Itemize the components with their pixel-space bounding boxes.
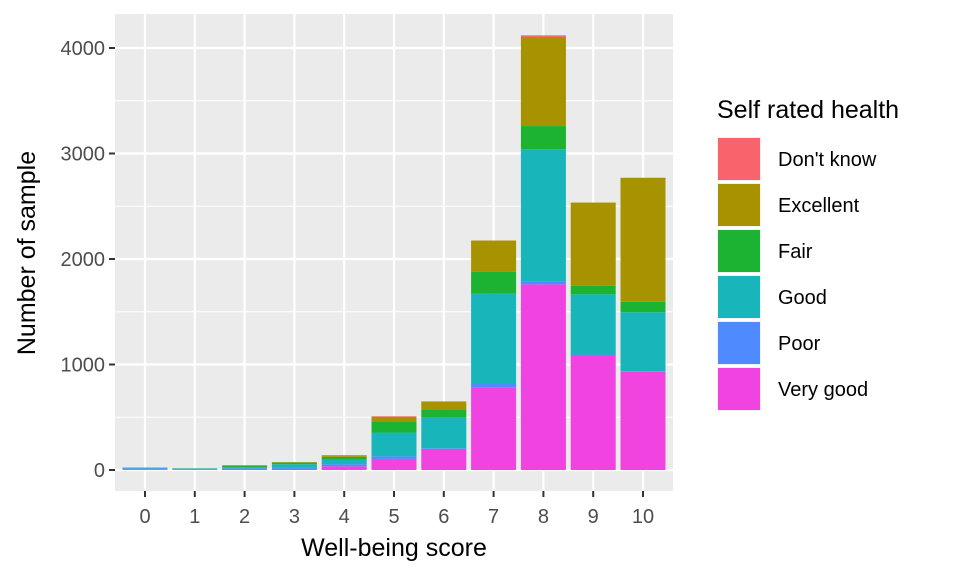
x-tick-label: 0 [139, 506, 150, 528]
axes-layer: 0 1000 2000 3000 4000 0 1 2 3 4 5 6 7 8 9 10 [61, 38, 655, 528]
x-tick-label: 1 [189, 506, 200, 528]
bar-segment [371, 456, 417, 459]
legend-label: Good [778, 287, 827, 309]
bar-segment [471, 383, 517, 388]
bar-segment [520, 281, 566, 285]
bar-segment [371, 421, 417, 433]
bar-segment [471, 271, 517, 294]
bar-segment [471, 293, 517, 384]
bar-segment [620, 312, 666, 372]
bar-segment [321, 455, 367, 457]
bar-segment [172, 468, 218, 470]
y-tick-label: 4000 [61, 38, 106, 60]
y-tick-label: 0 [94, 460, 105, 482]
bar-segment [321, 456, 367, 460]
bar-segment [222, 467, 268, 469]
bar-segment [620, 177, 666, 302]
legend-label: Fair [778, 241, 813, 263]
bar-segment [421, 409, 467, 418]
bar-segment [271, 467, 317, 469]
bar-segment [620, 371, 666, 470]
bar-segment [271, 468, 317, 470]
legend: Self rated health Don't know Excellent Fai… [717, 96, 899, 411]
bar-segment [421, 401, 467, 410]
legend-key [718, 276, 760, 318]
y-axis-title: Number of sample [13, 151, 41, 355]
bar-segment [520, 284, 566, 470]
bar-segment [271, 462, 317, 463]
bar-segment [471, 240, 517, 272]
bar-segment [371, 458, 417, 470]
bar-segment [321, 466, 367, 470]
x-tick-label: 8 [538, 506, 549, 528]
x-tick-label: 7 [488, 506, 499, 528]
y-tick-label: 3000 [61, 144, 106, 166]
bar-segment [222, 469, 268, 470]
bar-segment [321, 464, 367, 467]
bar-segment [471, 387, 517, 470]
legend-key [718, 322, 760, 364]
bars-layer [122, 35, 666, 470]
x-axis-title: Well-being score [301, 534, 487, 562]
bar-segment [520, 149, 566, 282]
x-tick-label: 9 [588, 506, 599, 528]
bar-segment [421, 448, 467, 470]
x-tick-label: 6 [438, 506, 449, 528]
legend-label: Poor [778, 333, 821, 355]
x-tick-label: 4 [339, 506, 350, 528]
bar-segment [520, 36, 566, 127]
bar-segment [520, 126, 566, 150]
bar-segment [421, 417, 467, 449]
y-tick-label: 1000 [61, 355, 106, 377]
bar-segment [520, 35, 566, 37]
bar-segment [122, 468, 168, 470]
legend-key [718, 230, 760, 272]
legend-title: Self rated health [717, 96, 899, 124]
legend-label: Excellent [778, 195, 860, 217]
bar-segment [570, 354, 616, 356]
bar-segment [421, 448, 467, 449]
bar-segment [122, 467, 168, 469]
x-tick-label: 2 [239, 506, 250, 528]
bar-segment [271, 462, 317, 465]
x-tick-label: 5 [388, 506, 399, 528]
legend-key [718, 138, 760, 180]
legend-label: Very good [778, 379, 868, 401]
bar-segment [222, 465, 268, 468]
bar-segment [620, 301, 666, 313]
bar-segment [371, 416, 417, 417]
bar-segment [570, 294, 616, 355]
bar-segment [620, 371, 666, 372]
bar-segment [271, 464, 317, 468]
bar-segment [570, 202, 616, 286]
bar-segment [321, 459, 367, 465]
bar-segment [371, 416, 417, 422]
bar-segment [570, 285, 616, 295]
y-tick-label: 2000 [61, 249, 106, 271]
bar-segment [371, 432, 417, 457]
legend-label: Don't know [778, 149, 877, 171]
bar-segment [222, 468, 268, 470]
legend-key [718, 184, 760, 226]
legend-key [718, 368, 760, 410]
x-tick-label: 10 [632, 506, 654, 528]
bar-segment [570, 355, 616, 470]
x-tick-label: 3 [289, 506, 300, 528]
